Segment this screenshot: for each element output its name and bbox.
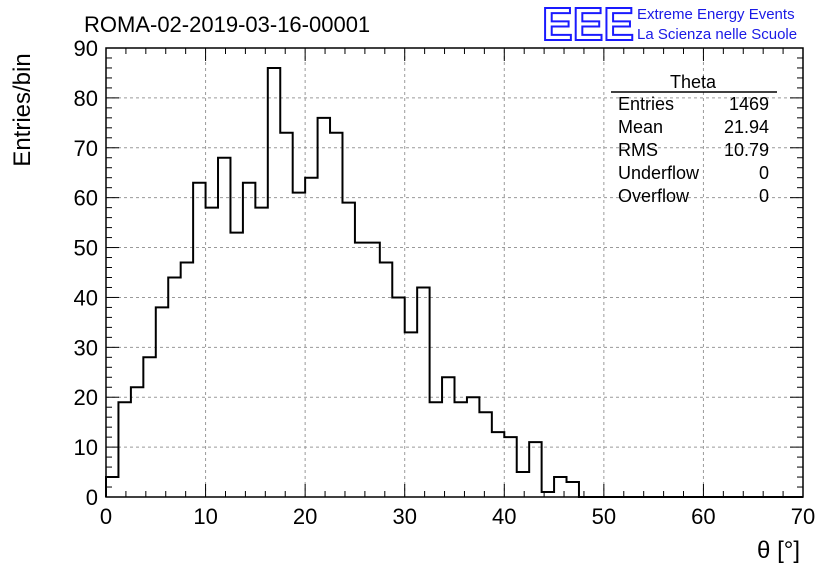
plot-border [105,47,804,498]
histogram-bin [243,183,255,497]
histogram-bin [355,243,367,497]
histogram-bin [318,118,330,497]
histogram-bin [131,387,143,497]
stats-row-label: Underflow [618,163,700,183]
histogram-bin [554,477,566,497]
histogram-bin [455,402,467,497]
histogram-bin [218,158,230,497]
grid-lines [106,48,803,497]
y-tick-label: 20 [74,385,98,410]
x-tick-label: 50 [592,504,616,529]
histogram-bin [230,233,242,497]
histogram-bin [206,208,218,497]
histogram-bin [305,178,317,497]
x-tick-labels: 0 10 20 30 40 50 60 70 [100,504,815,529]
stats-row-value: 21.94 [724,117,769,137]
y-tick-label: 0 [86,485,98,510]
logo-line-1: Extreme Energy Events [637,6,795,23]
histogram-bin [293,193,305,497]
histogram-bin [143,357,155,497]
histogram-bin [280,133,292,497]
stats-row-value: 0 [759,163,769,183]
stats-row-label: RMS [618,140,658,160]
histogram-bin [567,482,579,497]
x-tick-label: 0 [100,504,112,529]
y-tick-label: 70 [74,136,98,161]
stats-box: Theta Entries 1469 Mean 21.94 RMS 10.79 Underf… [611,72,777,206]
histogram-bin [392,297,404,497]
stats-row-label: Overflow [618,186,690,206]
histogram-bin [405,332,417,497]
histogram-bin [118,402,130,497]
x-tick-label: 60 [691,504,715,529]
histogram-bin [529,442,541,497]
y-tick-label: 80 [74,86,98,111]
chart-title: ROMA-02-2019-03-16-00001 [84,12,370,37]
histogram-bin [268,68,280,497]
stats-box-name: Theta [670,72,717,92]
y-tick-label: 30 [74,335,98,360]
stats-row-label: Entries [618,94,674,114]
histogram-bars [105,66,803,498]
y-tick-labels: 0 10 20 30 40 50 60 70 80 90 [74,36,98,510]
histogram-bin [156,307,168,497]
x-tick-label: 40 [492,504,516,529]
histogram-bin [417,287,429,497]
x-tick-label: 70 [791,504,815,529]
x-tick-label: 10 [193,504,217,529]
logo-mark: EEE [542,0,634,50]
histogram-bin [168,277,180,497]
stats-row-value: 10.79 [724,140,769,160]
histogram-bin [380,263,392,497]
plot-frame [105,47,804,498]
histogram-bin [193,183,205,497]
histogram-bin [342,203,354,497]
stats-row-value: 1469 [729,94,769,114]
histogram-bin [492,432,504,497]
histogram-bin [255,208,267,497]
histogram-bin [442,377,454,497]
histogram-bin [517,472,529,497]
histogram-bin [367,243,379,497]
stats-box-rows: Entries 1469 Mean 21.94 RMS 10.79 Underflow 0 Ov… [618,94,769,206]
logo-line-2: La Scienza nelle Scuole [637,26,797,43]
histogram-bin [181,263,193,497]
axis-ticks [105,47,804,498]
eee-logo: EEE Extreme Energy Events La Scienza nel… [541,0,797,51]
histogram-bin [467,397,479,497]
stats-row-label: Mean [618,117,663,137]
y-tick-label: 40 [74,285,98,310]
histogram-bin [504,437,516,497]
y-axis-label: Entries/bin [9,53,36,166]
y-tick-label: 90 [74,36,98,61]
x-axis-label: θ [°] [757,537,800,564]
histogram-bin [430,402,442,497]
y-tick-label: 60 [74,186,98,211]
y-tick-label: 10 [74,435,98,460]
x-tick-label: 30 [392,504,416,529]
x-tick-label: 20 [293,504,317,529]
stats-row-value: 0 [759,186,769,206]
histogram-bin [479,412,491,497]
y-tick-label: 50 [74,236,98,261]
histogram-bin [330,133,342,497]
